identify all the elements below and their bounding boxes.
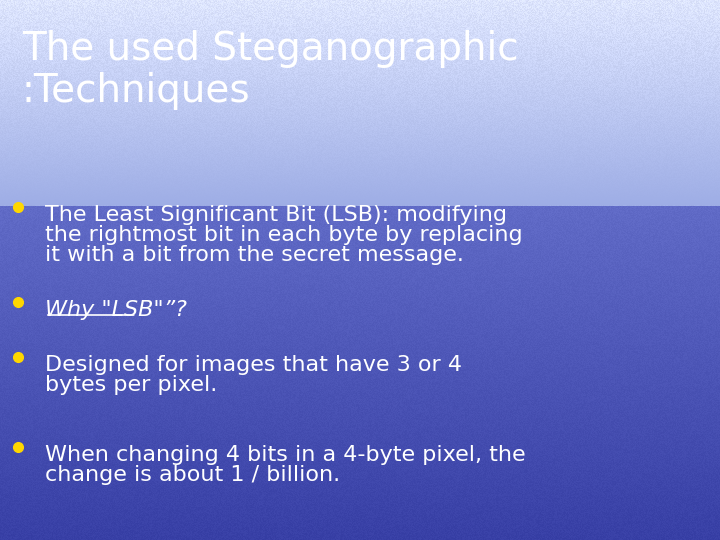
Text: :Techniques: :Techniques [22,72,251,110]
Text: The Least Significant Bit (LSB): modifying: The Least Significant Bit (LSB): modifyi… [45,205,507,225]
Text: Designed for images that have 3 or 4: Designed for images that have 3 or 4 [45,355,462,375]
Text: change is about 1 / billion.: change is about 1 / billion. [45,465,340,485]
Text: bytes per pixel.: bytes per pixel. [45,375,217,395]
Text: Why "LSB"”?: Why "LSB"”? [45,300,187,320]
Text: The used Steganographic: The used Steganographic [22,30,518,68]
Text: the rightmost bit in each byte by replacing: the rightmost bit in each byte by replac… [45,225,523,245]
Text: When changing 4 bits in a 4-byte pixel, the: When changing 4 bits in a 4-byte pixel, … [45,445,526,465]
Text: it with a bit from the secret message.: it with a bit from the secret message. [45,245,464,265]
